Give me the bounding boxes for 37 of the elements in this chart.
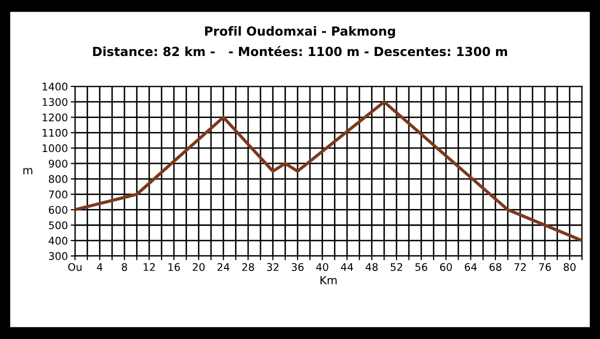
x-tick-label: 8 — [122, 263, 128, 271]
x-tick-label: 64 — [464, 263, 477, 271]
x-tick-label: 60 — [440, 263, 452, 271]
x-tick-label: 76 — [539, 263, 551, 271]
x-tick-label: 24 — [218, 263, 230, 271]
x-tick-label: 28 — [242, 263, 254, 271]
x-tick-label: Ou — [68, 263, 82, 271]
x-tick-label: 72 — [514, 263, 526, 271]
x-tick-label: 20 — [192, 263, 205, 271]
x-tick-label: 44 — [340, 263, 354, 271]
x-axis-title: Km — [320, 276, 337, 284]
x-tick-label: 48 — [366, 263, 378, 271]
y-tick-label: 1400 — [42, 82, 68, 91]
x-tick-label: 80 — [564, 263, 576, 271]
y-tick-label: 400 — [48, 236, 68, 245]
x-tick-label: 52 — [390, 263, 402, 271]
y-tick-label: 600 — [48, 206, 68, 214]
y-tick-label: 1000 — [42, 144, 68, 152]
x-tick-label: 32 — [267, 263, 278, 271]
chart-title: Profil Oudomxai - Pakmong — [205, 26, 395, 38]
y-tick-label: 1200 — [42, 113, 68, 122]
x-tick-label: 16 — [168, 263, 180, 271]
y-tick-label: 700 — [49, 190, 68, 198]
y-tick-label: 300 — [48, 252, 68, 260]
x-tick-label: 36 — [292, 263, 304, 271]
x-tick-label: 68 — [490, 263, 502, 271]
y-tick-label: 900 — [48, 160, 68, 168]
y-tick-label: 800 — [48, 175, 68, 184]
y-tick-label: 500 — [48, 221, 68, 230]
x-tick-label: 12 — [144, 263, 155, 271]
x-tick-label: 56 — [415, 263, 428, 271]
y-axis-title: m — [23, 168, 32, 174]
y-tick-label: 1100 — [42, 128, 68, 137]
x-tick-label: 40 — [316, 263, 328, 271]
chart-subtitle: Distance: 82 km - - Montées: 1100 m - Descentes: 1300 m — [93, 46, 508, 56]
x-tick-label: 4 — [96, 263, 102, 271]
y-tick-label: 1300 — [42, 98, 68, 106]
